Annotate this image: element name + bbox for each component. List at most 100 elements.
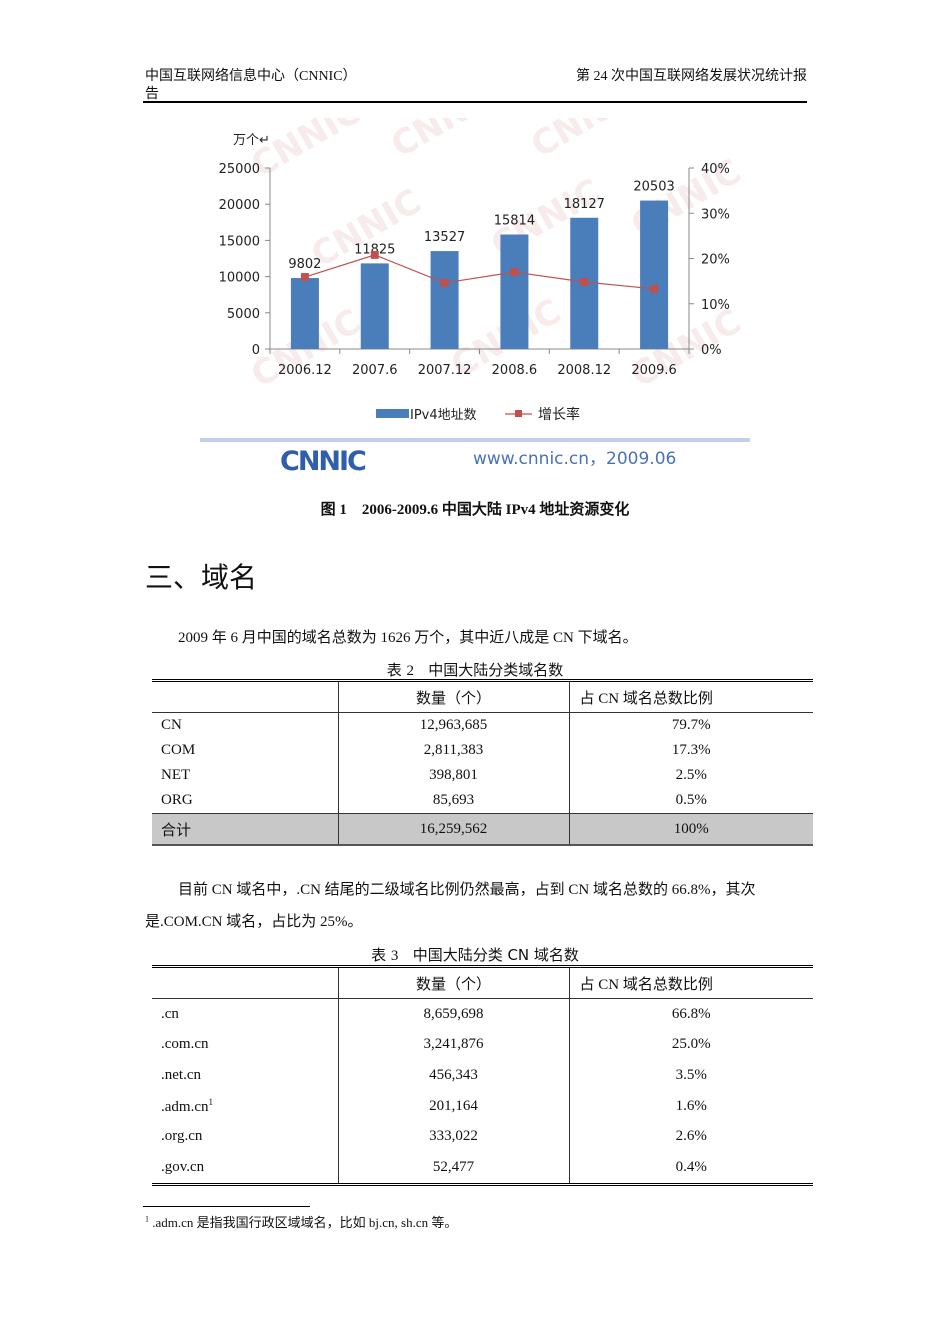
footnote-divider (143, 1206, 310, 1207)
table-cell-share: 17.3% (671, 742, 711, 758)
header-left-line2: 告 (145, 87, 159, 102)
growth-rate-marker (370, 250, 379, 259)
legend-line-label: 增长率 (538, 406, 580, 423)
table-cell-category: ORG (152, 788, 339, 814)
bar (360, 263, 389, 349)
table3-caption-num: 3 (390, 948, 399, 964)
table-row: NET 398,801 2.5% (152, 763, 813, 788)
header-left-line1: 中国互联网络信息中心（CNNIC） (145, 69, 357, 84)
table-row: .net.cn 456,343 3.5% (152, 1060, 813, 1091)
table-cell-domain: .cn (152, 998, 339, 1030)
table-header-cell (152, 966, 339, 999)
y-tick-label: 15000 (219, 234, 260, 249)
header-left: 中国互联网络信息中心（CNNIC） 告 (145, 68, 375, 104)
table-cell-category: CN (152, 712, 339, 738)
table-row: .cn 8,659,698 66.8% (152, 998, 813, 1030)
table-row: .org.cn 333,022 2.6% (152, 1121, 813, 1152)
watermark-text: CNNIC (245, 118, 368, 186)
table2-caption-text: 中国大陆分类域名数 (428, 661, 564, 679)
table-header-cell: 占 CN 域名总数比例 (579, 690, 713, 707)
table-header-cell: 数量（个） (338, 966, 570, 999)
cnnic-logo: CNNIC (280, 446, 366, 477)
bar (500, 234, 529, 349)
x-tick-label: 2007.6 (352, 363, 398, 378)
growth-rate-marker (300, 273, 309, 282)
table-cell-category: NET (152, 763, 339, 788)
table-cell-share: 2.6% (675, 1128, 707, 1145)
table-cell-category: COM (152, 738, 339, 763)
footnote-ref[interactable]: 1 (208, 1096, 213, 1107)
table-header-cell: 数量（个） (338, 680, 570, 713)
legend-line-marker (515, 410, 522, 417)
table-cell-share: 3.5% (675, 1066, 707, 1083)
growth-rate-marker (650, 284, 659, 293)
table-cell-share: 2.5% (675, 767, 707, 783)
table-cell-count: 85,693 (338, 788, 570, 814)
x-tick-label: 2008.6 (492, 363, 537, 378)
section-title: 三、域名 (145, 561, 258, 594)
table-header-cell (152, 680, 339, 713)
y-tick-label: 5000 (227, 307, 260, 322)
table-cell-count: 52,477 (338, 1151, 570, 1186)
bar-value-label: 18127 (564, 197, 605, 212)
bar-value-label: 15814 (494, 214, 535, 229)
domain-label: .adm.cn (161, 1098, 209, 1115)
table-cell-domain: .org.cn (152, 1121, 339, 1152)
table2-caption-prefix: 表 (386, 661, 402, 679)
growth-rate-marker (580, 278, 589, 287)
footnote-marker: 1 (145, 1214, 149, 1224)
table-row: .com.cn 3,241,876 25.0% (152, 1029, 813, 1061)
watermark-text: CNNIC (525, 118, 648, 166)
table-row: ORG 85,693 0.5% (152, 788, 813, 814)
y-tick-label: 25000 (219, 162, 260, 177)
table3-caption-prefix: 表 (371, 946, 387, 964)
ipv4-chart: CNNICCNNICCNNICCNNICCNNICCNNICCNNICCNNIC… (200, 71, 760, 478)
watermark-text: CNNIC (385, 118, 508, 166)
y2-tick-label: 30% (701, 207, 730, 222)
chart-footer-rule (200, 438, 750, 442)
bar-value-label: 20503 (633, 180, 674, 195)
table-row: COM 2,811,383 17.3% (152, 738, 813, 763)
legend-bar-label: IPv4地址数 (410, 408, 477, 423)
table-cell-domain: .com.cn (152, 1029, 339, 1061)
x-tick-label: 2007.12 (418, 363, 472, 378)
table-cell-domain: .net.cn (152, 1060, 339, 1091)
y-axis-unit-label: 万个↵ (233, 133, 270, 148)
bar-value-label: 13527 (424, 230, 465, 245)
table-total-row: 合计 16,259,562 100% (152, 813, 813, 846)
legend-bar-swatch (376, 409, 409, 418)
table-cell-domain: .adm.cn1 (152, 1090, 339, 1122)
paragraph-cn-breakdown: 目前 CN 域名中，.CN 结尾的二级域名比例仍然最高，占到 CN 域名总数的 … (145, 882, 756, 930)
table-header-cell: 占 CN 域名总数比例 (579, 976, 713, 993)
table-cell-count: 333,022 (338, 1121, 570, 1152)
table2-caption: 表 2 中国大陆分类域名数 (0, 659, 950, 680)
table-cell-total-label: 合计 (152, 813, 339, 846)
growth-rate-line (304, 254, 655, 290)
growth-rate-marker (510, 268, 519, 277)
figure-caption: 图 1 2006-2009.6 中国大陆 IPv4 地址资源变化 (320, 502, 630, 518)
table-cell-count: 201,164 (338, 1090, 570, 1122)
table3-caption-text: 中国大陆分类 CN 域名数 (412, 946, 579, 964)
x-tick-label: 2008.12 (557, 363, 611, 378)
y-tick-label: 0 (252, 343, 260, 358)
bar-value-label: 11825 (354, 242, 395, 257)
table-cell-count: 398,801 (338, 763, 570, 788)
paragraph-domain-total: 2009 年 6 月中国的域名总数为 1626 万个，其中近八成是 CN 下域名… (178, 630, 638, 646)
table3-caption: 表 3 中国大陆分类 CN 域名数 (0, 944, 950, 965)
table-cell-count: 456,343 (338, 1060, 570, 1091)
growth-rate-marker (440, 278, 449, 287)
bar (290, 278, 319, 349)
footnote: 1 .adm.cn 是指我国行政区域域名，比如 bj.cn, sh.cn 等。 (145, 1212, 457, 1231)
y2-tick-label: 0% (701, 343, 722, 358)
table-cell-count: 3,241,876 (338, 1029, 570, 1061)
chart-footer-text: www.cnnic.cn，2009.06 (473, 449, 676, 469)
y-tick-label: 10000 (219, 271, 260, 286)
y2-tick-label: 20% (701, 253, 730, 268)
table-header-row: 数量（个） 占 CN 域名总数比例 (152, 680, 813, 713)
table-cell-total-share: 100% (569, 813, 813, 846)
table-row: .adm.cn1 201,164 1.6% (152, 1090, 813, 1122)
table-row: CN 12,963,685 79.7% (152, 712, 813, 738)
footnote-text: .adm.cn 是指我国行政区域域名，比如 bj.cn, sh.cn 等。 (152, 1215, 458, 1230)
table-cell-count: 12,963,685 (338, 712, 570, 738)
x-tick-label: 2006.12 (278, 363, 332, 378)
